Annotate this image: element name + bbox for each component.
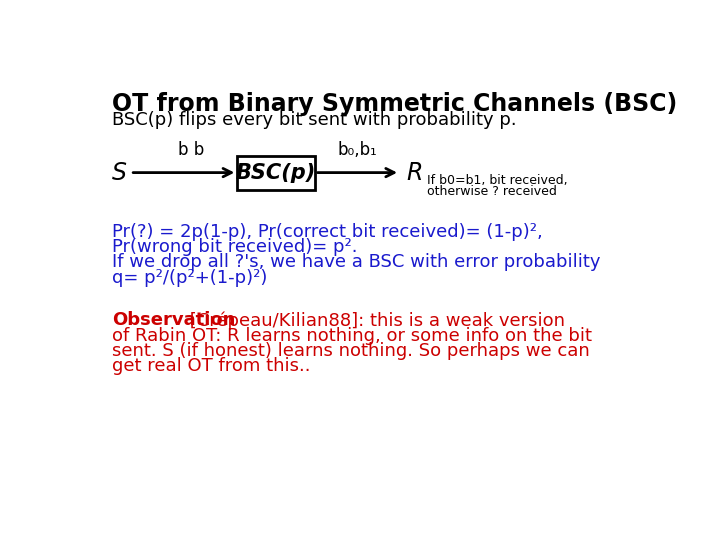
Text: OT from Binary Symmetric Channels (BSC): OT from Binary Symmetric Channels (BSC) — [112, 92, 677, 116]
Text: Pr(wrong bit received)= p².: Pr(wrong bit received)= p². — [112, 238, 357, 256]
Text: If b0=b1, bit received,: If b0=b1, bit received, — [427, 174, 568, 187]
Text: q= p²/(p²+(1-p)²): q= p²/(p²+(1-p)²) — [112, 269, 267, 287]
Text: sent. S (if honest) learns nothing. So perhaps we can: sent. S (if honest) learns nothing. So p… — [112, 342, 590, 360]
Text: b₀,b₁: b₀,b₁ — [338, 141, 377, 159]
Text: If we drop all ?'s, we have a BSC with error probability: If we drop all ?'s, we have a BSC with e… — [112, 253, 600, 272]
Text: of Rabin OT: R learns nothing, or some info on the bit: of Rabin OT: R learns nothing, or some i… — [112, 327, 592, 345]
Text: Pr(?) = 2p(1-p), Pr(correct bit received)= (1-p)²,: Pr(?) = 2p(1-p), Pr(correct bit received… — [112, 222, 542, 241]
Bar — [238, 156, 315, 190]
Text: Observation: Observation — [112, 311, 235, 329]
Text: b b: b b — [178, 141, 204, 159]
Text: BSC(p): BSC(p) — [236, 163, 316, 183]
Text: S: S — [112, 160, 127, 185]
Text: [Crépeau/Kilian88]: this is a weak version: [Crépeau/Kilian88]: this is a weak versi… — [184, 311, 565, 330]
Text: get real OT from this..: get real OT from this.. — [112, 357, 310, 375]
Text: BSC(p) flips every bit sent with probability p.: BSC(p) flips every bit sent with probabi… — [112, 111, 516, 129]
Text: otherwise ? received: otherwise ? received — [427, 185, 557, 198]
Text: R: R — [406, 160, 423, 185]
